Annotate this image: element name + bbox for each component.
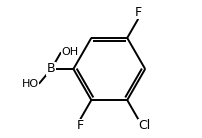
Text: Cl: Cl xyxy=(138,119,150,132)
Text: F: F xyxy=(77,119,84,132)
Text: OH: OH xyxy=(61,47,78,57)
Text: F: F xyxy=(135,6,142,19)
Text: HO: HO xyxy=(22,79,39,89)
Text: B: B xyxy=(47,63,56,75)
